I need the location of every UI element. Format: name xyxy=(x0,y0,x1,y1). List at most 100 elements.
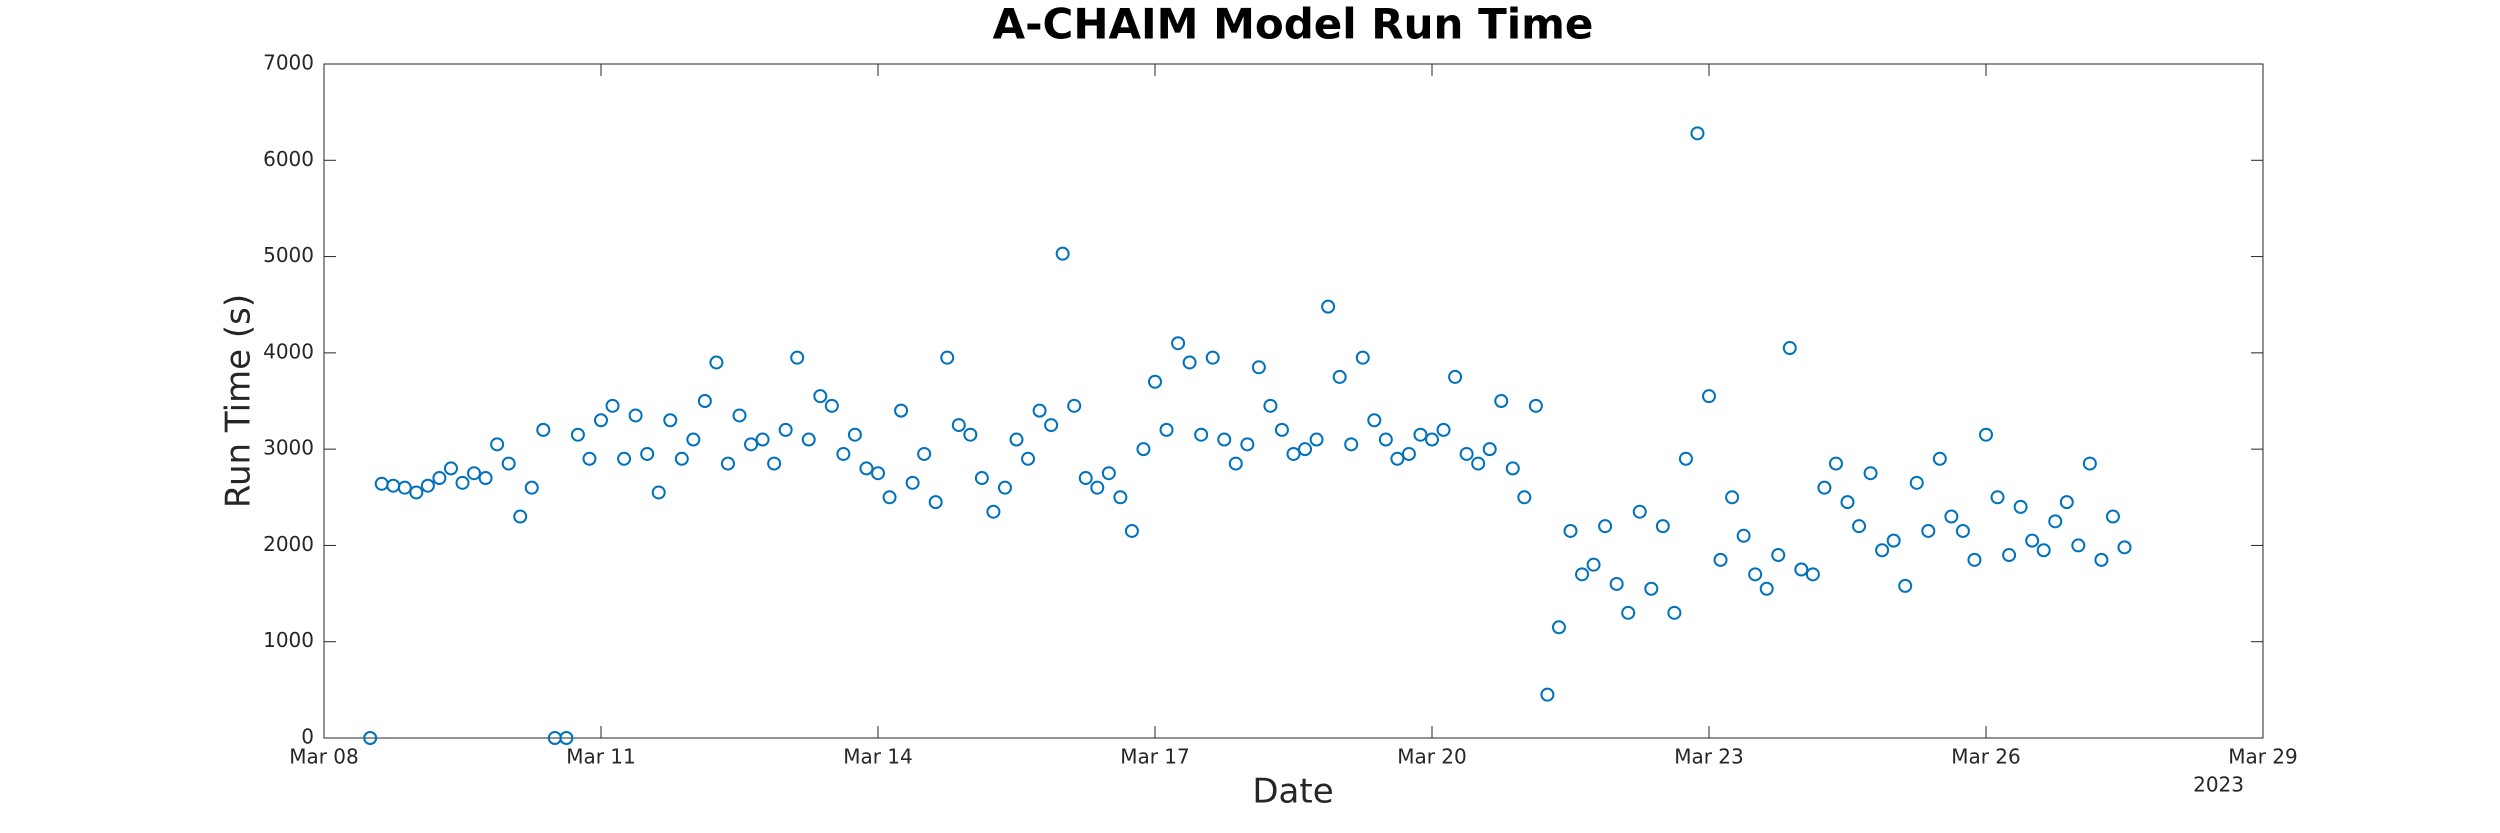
data-point xyxy=(1852,519,1867,534)
data-point xyxy=(1367,413,1382,428)
data-point xyxy=(1309,432,1324,447)
data-point xyxy=(905,475,920,490)
data-point xyxy=(974,471,989,486)
data-point xyxy=(1044,418,1059,433)
data-point xyxy=(1090,480,1105,495)
data-point xyxy=(1782,341,1797,356)
data-point xyxy=(1725,490,1740,505)
data-point xyxy=(2117,540,2132,555)
data-point xyxy=(928,495,943,510)
data-point xyxy=(1644,581,1659,596)
data-point xyxy=(1528,398,1543,413)
data-point xyxy=(1759,581,1774,596)
data-point xyxy=(1355,350,1370,365)
data-point xyxy=(1401,446,1416,461)
data-point xyxy=(836,446,851,461)
data-point xyxy=(813,389,828,404)
data-point xyxy=(1678,451,1693,466)
data-point xyxy=(778,422,793,437)
data-point xyxy=(940,350,955,365)
data-point xyxy=(582,451,597,466)
data-point xyxy=(1586,557,1601,572)
data-point xyxy=(1332,369,1347,384)
data-point xyxy=(1425,432,1439,447)
data-point xyxy=(1159,422,1174,437)
x-tick-label: Mar 26 xyxy=(1951,745,2021,769)
data-point xyxy=(1378,432,1393,447)
data-point xyxy=(478,471,493,486)
data-point xyxy=(2048,514,2063,529)
x-axis-label: Date xyxy=(1252,772,1333,812)
data-point xyxy=(1274,422,1289,437)
data-point xyxy=(824,398,839,413)
data-point xyxy=(1690,126,1705,141)
data-point xyxy=(559,731,574,745)
data-point xyxy=(2059,495,2074,510)
y-tick-label: 5000 xyxy=(263,243,314,267)
data-point xyxy=(1621,605,1636,620)
data-point xyxy=(628,408,643,423)
data-point xyxy=(1505,461,1520,476)
data-point xyxy=(513,509,528,524)
data-point xyxy=(524,480,539,495)
data-point xyxy=(2013,499,2028,514)
data-point xyxy=(720,456,735,471)
data-point xyxy=(363,731,378,745)
data-point xyxy=(1990,490,2005,505)
data-point xyxy=(1067,398,1082,413)
data-point xyxy=(1113,490,1128,505)
data-point xyxy=(894,403,909,418)
data-point xyxy=(917,446,932,461)
data-point xyxy=(1713,552,1728,567)
data-point xyxy=(697,394,712,408)
data-point xyxy=(744,437,759,452)
x-tick-label: Mar 08 xyxy=(289,745,359,769)
data-point xyxy=(1286,446,1301,461)
data-point xyxy=(420,478,435,493)
data-point xyxy=(871,466,885,481)
data-point xyxy=(455,475,470,490)
data-point xyxy=(1944,509,1959,524)
data-point xyxy=(1828,456,1843,471)
data-point xyxy=(1298,442,1313,457)
data-point xyxy=(1032,403,1047,418)
x-tick-label: Mar 11 xyxy=(566,745,636,769)
data-point xyxy=(1955,523,1970,538)
data-point xyxy=(1598,519,1613,534)
data-point xyxy=(859,461,874,476)
y-axis-label: Run Time (s) xyxy=(219,294,259,508)
data-point xyxy=(1667,605,1682,620)
data-point xyxy=(1263,398,1278,413)
data-point xyxy=(1494,394,1509,408)
data-point xyxy=(1194,427,1209,442)
data-point xyxy=(790,350,805,365)
data-point xyxy=(686,432,701,447)
data-point xyxy=(443,461,458,476)
data-point xyxy=(986,504,1001,519)
data-point xyxy=(801,432,816,447)
y-tick-label: 4000 xyxy=(263,339,314,363)
data-point xyxy=(1794,562,1809,577)
x-tick-label: Mar 14 xyxy=(843,745,913,769)
data-point xyxy=(1702,389,1716,404)
data-point xyxy=(1321,299,1336,314)
y-tick-label: 0 xyxy=(301,725,314,749)
data-point xyxy=(397,480,412,495)
data-point xyxy=(1390,451,1405,466)
data-point xyxy=(2105,509,2120,524)
data-point xyxy=(1413,427,1428,442)
data-point xyxy=(951,418,966,433)
data-point xyxy=(1344,437,1359,452)
data-point xyxy=(1771,548,1786,563)
data-point xyxy=(1863,466,1878,481)
data-point xyxy=(1171,336,1186,351)
data-point xyxy=(490,437,505,452)
data-point xyxy=(1632,504,1647,519)
data-point xyxy=(2036,543,2051,558)
data-point xyxy=(1921,523,1936,538)
data-point xyxy=(640,446,655,461)
data-point xyxy=(997,480,1012,495)
data-point xyxy=(1136,442,1151,457)
data-point xyxy=(1205,350,1220,365)
